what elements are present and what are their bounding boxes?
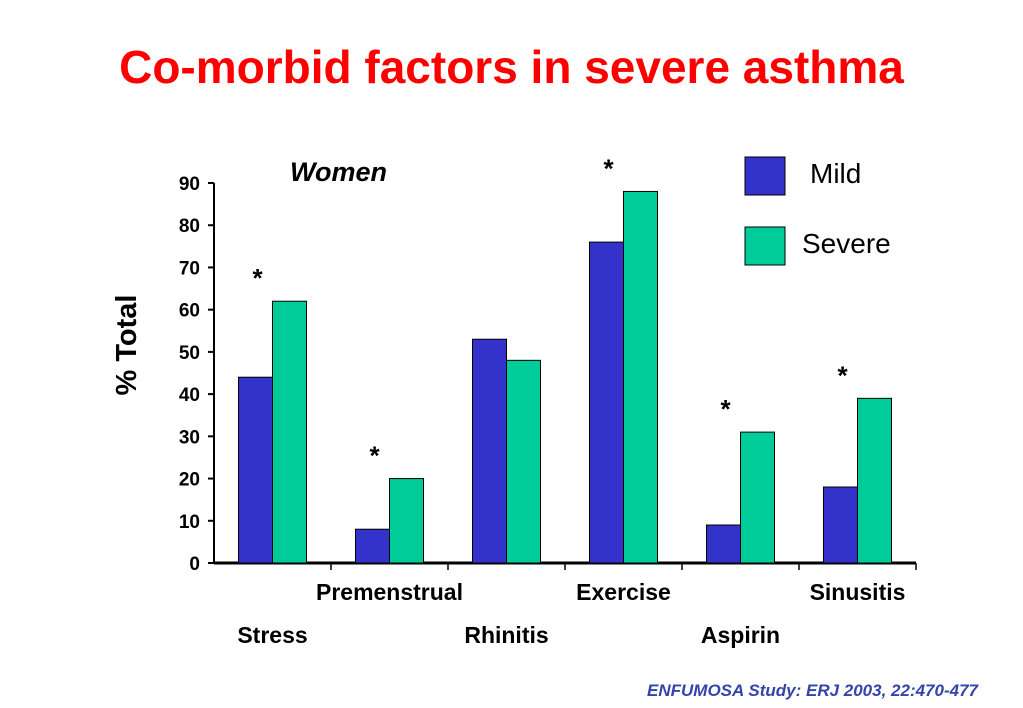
y-tick-label: 0 [189,554,200,575]
y-tick-label: 50 [179,343,200,364]
bars [238,190,892,564]
y-axis-label: % Total [111,295,143,396]
significance-star: * [720,394,731,424]
y-tick-label: 10 [179,512,200,533]
bar-mild-aspirin [706,524,741,564]
y-tick-label: 30 [179,427,200,448]
x-category-label: Stress [237,622,307,648]
legend-label-severe: Severe [802,228,891,259]
legend-swatch-mild [744,156,786,196]
significance-star: * [252,263,263,293]
y-tick-label: 40 [179,385,200,406]
y-tick-label: 60 [179,301,200,322]
significance-star: * [603,153,614,183]
legend-label-mild: Mild [810,158,861,189]
x-category-label: Exercise [576,579,671,605]
bar-severe-stress [272,300,307,564]
y-tick-label: 90 [179,174,200,195]
x-category-label: Aspirin [701,622,780,648]
bar-mild-rhinitis [472,338,507,564]
bar-mild-stress [238,376,273,564]
source-citation: ENFUMOSA Study: ERJ 2003, 22:470-477 [647,681,980,700]
bar-mild-exercise [589,241,624,564]
y-axis: 0 10 20 30 40 50 60 70 80 90 [179,174,215,575]
slide-title: Co-morbid factors in severe asthma [119,41,904,93]
x-category-label: Sinusitis [810,579,906,605]
significance-star: * [837,360,848,390]
bar-severe-sinusitis [857,397,892,564]
significance-markers: * * * * * [252,153,848,470]
y-tick-label: 20 [179,470,200,491]
bar-severe-rhinitis [506,359,541,564]
legend: Mild Severe [744,156,891,266]
bar-severe-premenstrual [389,478,424,564]
legend-swatch-severe [744,226,786,266]
bar-severe-aspirin [740,431,775,564]
chart-subtitle: Women [290,157,387,187]
x-category-label: Rhinitis [464,622,548,648]
y-tick-label: 80 [179,216,200,237]
x-category-label: Premenstrual [316,579,463,605]
y-tick-label: 70 [179,258,200,279]
bar-mild-sinusitis [823,486,858,564]
bar-severe-exercise [623,190,658,564]
bar-mild-premenstrual [355,528,390,564]
significance-star: * [369,441,380,471]
